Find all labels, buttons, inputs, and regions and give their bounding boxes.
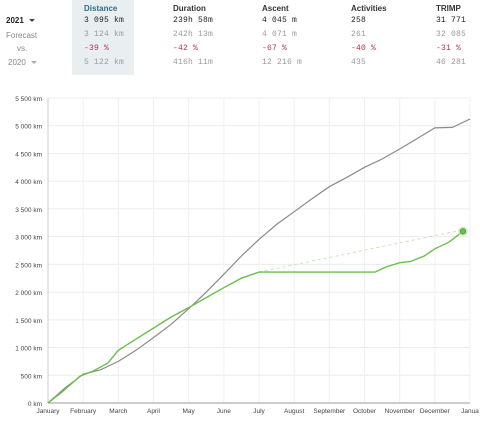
column-header-ascent[interactable]: Ascent (262, 4, 289, 13)
year-selector[interactable]: 2021 (6, 16, 35, 25)
y-tick-label: 2 500 km (15, 262, 42, 269)
y-tick-label: 2 000 km (15, 290, 42, 297)
ascent-vs-value: -67 % (262, 44, 288, 53)
ascent-current-value: 4 045 m (262, 16, 298, 25)
duration-previous-value: 416h 11m (173, 58, 214, 67)
x-tick-label: Janua (461, 408, 479, 415)
forecast-series-line (258, 229, 464, 273)
column-header-activities[interactable]: Activities (351, 4, 387, 13)
column-header-duration[interactable]: Duration (173, 4, 206, 13)
y-tick-label: 3 000 km (15, 235, 42, 242)
distance-previous-value: 5 122 km (84, 58, 125, 67)
year-selector-label: 2021 (6, 16, 24, 25)
chevron-down-icon (28, 19, 35, 23)
y-tick-label: 1 000 km (15, 346, 42, 353)
column-header-trimp[interactable]: TRIMP (436, 4, 461, 13)
y-tick-label: 3 500 km (15, 207, 42, 214)
x-tick-label: January (36, 408, 60, 415)
chevron-down-icon (30, 61, 37, 65)
x-tick-label: August (284, 408, 304, 415)
y-tick-label: 500 km (21, 373, 42, 380)
x-tick-label: November (385, 408, 416, 415)
x-tick-label: June (217, 408, 231, 415)
ascent-previous-value: 12 216 m (262, 58, 303, 67)
y-tick-label: 1 500 km (15, 318, 42, 325)
activities-previous-value: 435 (351, 58, 367, 67)
current-series-line (47, 230, 464, 404)
vs-row-label: vs. (17, 44, 28, 53)
previous-series-line (47, 118, 471, 404)
activities-forecast-value: 261 (351, 30, 367, 39)
ascent-forecast-value: 4 071 m (262, 30, 298, 39)
x-tick-label: September (313, 408, 346, 415)
y-tick-label: 4 000 km (15, 179, 42, 186)
duration-vs-value: -42 % (173, 44, 199, 53)
x-tick-label: March (109, 408, 127, 415)
distance-vs-value: -39 % (84, 44, 110, 53)
trimp-vs-value: -31 % (436, 44, 462, 53)
activities-vs-value: -40 % (351, 44, 377, 53)
y-tick-label: 0 km (28, 401, 42, 408)
selected-column-highlight (72, 0, 134, 75)
column-header-distance[interactable]: Distance (84, 4, 118, 13)
compare-year-label: 2020 (8, 58, 26, 67)
trimp-previous-value: 46 281 (436, 58, 467, 67)
x-tick-label: July (253, 408, 265, 415)
y-tick-label: 5 000 km (15, 124, 42, 131)
activities-current-value: 258 (351, 16, 367, 25)
x-tick-label: May (183, 408, 196, 415)
compare-year-selector[interactable]: 2020 (8, 58, 37, 67)
y-tick-label: 5 500 km (15, 96, 42, 103)
summary-table: 2021 Forecast vs. 2020 Distance 3 095 km 3… (0, 0, 480, 75)
trimp-forecast-value: 32 085 (436, 30, 467, 39)
distance-current-value: 3 095 km (84, 16, 125, 25)
cumulative-distance-chart: 0 km 500 km 1 000 km 1 500 km 2 000 km 2 500 … (0, 75, 480, 421)
duration-forecast-value: 242h 13m (173, 30, 214, 39)
x-tick-label: February (70, 408, 97, 415)
distance-forecast-value: 3 124 km (84, 30, 125, 39)
duration-current-value: 239h 58m (173, 16, 214, 25)
chart-svg: 0 km 500 km 1 000 km 1 500 km 2 000 km 2 500 … (15, 96, 479, 415)
x-tick-label: December (420, 408, 451, 415)
x-tick-label: October (353, 408, 377, 415)
current-endpoint-marker (459, 228, 467, 235)
y-tick-label: 4 500 km (15, 151, 42, 158)
forecast-row-label: Forecast (6, 31, 38, 40)
x-tick-label: April (147, 408, 161, 415)
trimp-current-value: 31 771 (436, 16, 467, 25)
